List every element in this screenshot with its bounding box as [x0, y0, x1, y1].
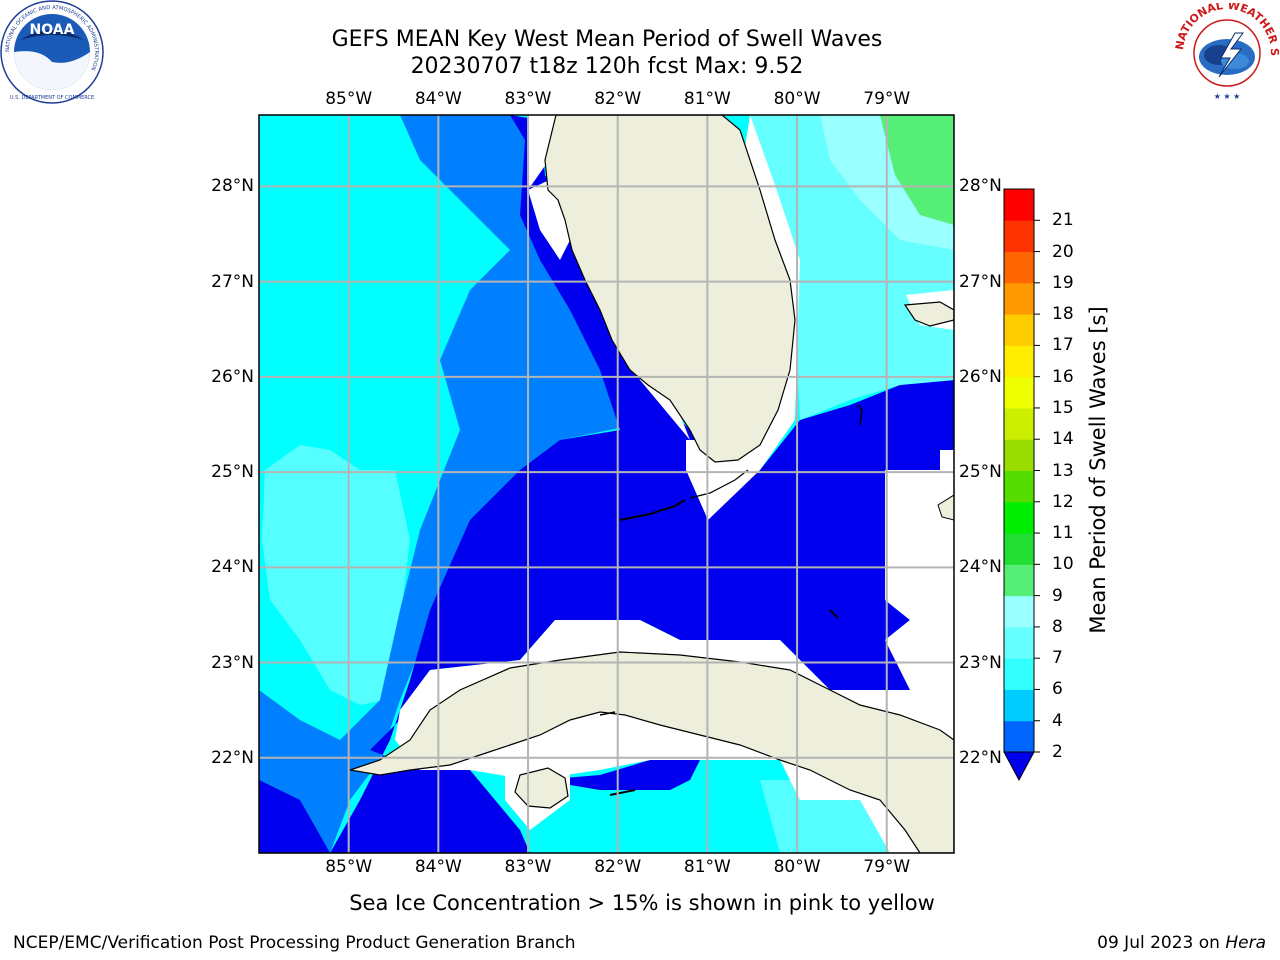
colorbar-segment [1004, 345, 1034, 378]
svg-text:★ ★ ★: ★ ★ ★ [1214, 92, 1241, 101]
colorbar-tick-label: 10 [1052, 554, 1074, 575]
colorbar-segment [1004, 501, 1034, 534]
field-region-9-10s [880, 115, 954, 225]
lon-tick-label-top: 80°W [773, 89, 821, 109]
lat-tick-label-left: 25°N [211, 462, 254, 483]
lon-tick-label-top: 85°W [325, 89, 373, 109]
lon-tick-label-top: 83°W [504, 89, 552, 109]
colorbar [1003, 188, 1040, 782]
lat-tick-label-right: 27°N [959, 271, 1002, 292]
field-region-6-7s-west [262, 445, 410, 705]
footer-credit: NCEP/EMC/Verification Post Processing Pr… [13, 933, 576, 953]
noaa-logo: NOAA NATIONAL OCEANIC AND ATMOSPHERIC AD… [0, 0, 104, 104]
field-region-2-4s-shelf [259, 115, 660, 853]
noaa-logo-center-text: NOAA [30, 22, 75, 38]
sea-ice-note: Sea Ice Concentration > 15% is shown in … [349, 891, 935, 915]
lon-tick-label-bot: 80°W [773, 857, 821, 877]
lat-tick-label-right: 25°N [959, 462, 1002, 483]
lat-tick-label-left: 26°N [211, 366, 254, 387]
colorbar-tick-label: 15 [1052, 397, 1074, 418]
lat-tick-label-left: 24°N [211, 557, 254, 578]
lat-tick-label-left: 23°N [211, 652, 254, 673]
map-field [259, 115, 954, 853]
colorbar-tick-label: 2 [1052, 742, 1063, 762]
footer-host: Hera [1225, 933, 1266, 953]
map-subtitle: 20230707 t18z 120h fcst Max: 9.52 [410, 54, 804, 79]
map-gridlines [259, 115, 954, 853]
lat-tick-label-right: 28°N [959, 176, 1002, 197]
lat-tick-label-right: 26°N [959, 366, 1002, 387]
lon-tick-label-bot: 85°W [325, 857, 373, 877]
lat-tick-label-left: 22°N [211, 747, 254, 768]
lat-tick-label-right: 23°N [959, 652, 1002, 673]
lon-tick-label-top: 81°W [683, 89, 731, 109]
lon-tick-label-bot: 84°W [414, 857, 462, 877]
colorbar-segment [1004, 689, 1034, 722]
colorbar-segment [1004, 314, 1034, 346]
lat-tick-label-left: 27°N [211, 271, 254, 292]
lon-tick-label-bot: 79°W [863, 857, 911, 877]
lon-tick-label-top: 79°W [863, 89, 911, 109]
lat-tick-label-right: 22°N [959, 747, 1002, 768]
lat-tick-label-left: 28°N [211, 176, 254, 197]
no-data-mask [528, 115, 556, 190]
colorbar-segment [1004, 626, 1034, 659]
colorbar-segment [1004, 720, 1034, 753]
colorbar-segment [1004, 595, 1034, 628]
colorbar-tick-label: 19 [1052, 272, 1074, 293]
colorbar-tick-label: 16 [1052, 366, 1074, 387]
colorbar-tick-label: 17 [1052, 335, 1074, 356]
cuba-landmass [349, 651, 954, 853]
lon-tick-label-bot: 81°W [683, 857, 731, 877]
footer-date: 09 Jul 2023 on Hera [1097, 933, 1266, 953]
map-frame [258, 114, 955, 854]
colorbar-tick-label: 7 [1052, 648, 1063, 669]
bahamas-landmass [903, 301, 954, 327]
colorbar-segment [1004, 220, 1034, 253]
colorbar-tick-label: 8 [1052, 616, 1063, 637]
florida-landmass [544, 115, 796, 463]
colorbar-tick-label: 9 [1052, 585, 1063, 606]
colorbar-segment [1004, 282, 1034, 315]
colorbar-segment [1004, 564, 1034, 597]
colorbar-tick-label: 6 [1052, 679, 1063, 700]
lon-tick-label-top: 82°W [594, 89, 642, 109]
colorbar-tick-label: 13 [1052, 460, 1074, 481]
colorbar-label: Mean Period of Swell Waves [s] [1086, 306, 1110, 634]
colorbar-segment [1004, 470, 1034, 503]
colorbar-segment [1004, 189, 1034, 221]
nws-logo: NATIONAL WEATHER SERVICE ★ ★ ★ [1175, 3, 1280, 101]
colorbar-segment [1004, 658, 1034, 690]
lat-tick-label-right: 24°N [959, 557, 1002, 578]
colorbar-tick-label: 12 [1052, 491, 1074, 512]
map-title: GEFS MEAN Key West Mean Period of Swell … [331, 27, 883, 52]
colorbar-segment [1004, 251, 1034, 284]
colorbar-tick-label: 14 [1052, 429, 1074, 450]
field-region-under-2s [330, 115, 954, 853]
lon-tick-label-bot: 82°W [594, 857, 642, 877]
lon-tick-label-bot: 83°W [504, 857, 552, 877]
footer-date-text: 09 Jul 2023 on [1097, 933, 1226, 953]
colorbar-segment [1004, 439, 1034, 471]
colorbar-tick-label: 20 [1052, 241, 1074, 262]
colorbar-segment [1004, 376, 1034, 409]
colorbar-segment [1004, 533, 1034, 565]
colorbar-tick-label: 18 [1052, 304, 1074, 325]
colorbar-segment [1004, 407, 1034, 440]
noaa-logo-bottom-text: U.S. DEPARTMENT OF COMMERCE [10, 95, 94, 101]
lon-tick-label-top: 84°W [414, 89, 462, 109]
colorbar-tick-label: 4 [1052, 710, 1063, 731]
colorbar-tick-label: 11 [1052, 523, 1074, 544]
colorbar-tick-label: 21 [1052, 210, 1074, 231]
